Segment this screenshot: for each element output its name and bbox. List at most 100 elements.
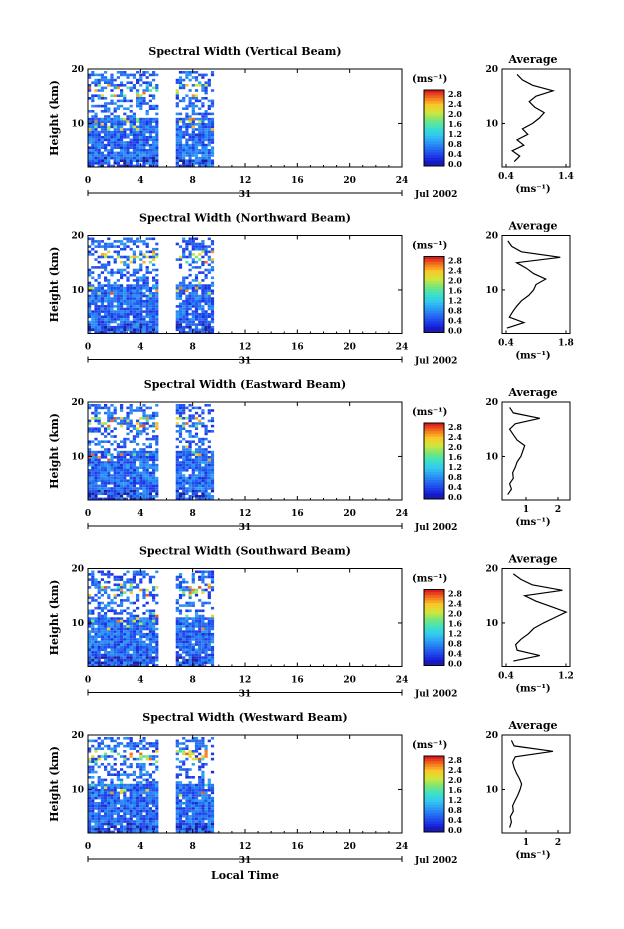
heatmap-cell xyxy=(104,830,108,834)
heatmap-cell xyxy=(136,776,140,779)
heatmap-cell xyxy=(110,463,114,467)
heatmap-cell xyxy=(175,159,179,162)
heatmap-cell xyxy=(210,307,215,311)
heatmap-cell xyxy=(88,807,92,810)
heatmap-cell xyxy=(107,619,111,623)
heatmap-cell xyxy=(116,450,120,454)
heatmap-cell xyxy=(194,99,199,103)
heatmap-cell xyxy=(201,492,205,495)
x-tick-label: 24 xyxy=(396,343,409,353)
heatmap-cell xyxy=(155,614,159,618)
heatmap-cell xyxy=(152,802,156,805)
heatmap-cell xyxy=(145,112,149,116)
heatmap-cell xyxy=(123,799,127,802)
heatmap-cell xyxy=(191,453,195,456)
heatmap-cell xyxy=(185,497,189,501)
heatmap-cell xyxy=(198,651,202,654)
heatmap-cell xyxy=(145,312,149,316)
heatmap-cell xyxy=(198,469,202,472)
heatmap-cell xyxy=(152,825,156,828)
heatmap-cell xyxy=(132,136,136,139)
heatmap-cell xyxy=(185,331,189,334)
heatmap-cell xyxy=(126,276,130,280)
heatmap-cell xyxy=(104,427,108,430)
heatmap-cell xyxy=(100,822,104,826)
heatmap-cell xyxy=(100,635,104,639)
heatmap-cell xyxy=(182,84,186,87)
heatmap-cell xyxy=(194,318,199,321)
heatmap-cell xyxy=(120,276,124,280)
heatmap-cell xyxy=(129,471,133,475)
heatmap-cell xyxy=(155,781,159,784)
heatmap-cell xyxy=(116,445,120,449)
heatmap-cell xyxy=(155,632,159,636)
heatmap-cell xyxy=(201,601,205,605)
heatmap-cell xyxy=(116,318,120,321)
heatmap-cell xyxy=(139,146,143,149)
heatmap-cell xyxy=(126,310,130,313)
heatmap-cell xyxy=(155,328,159,332)
heatmap-cell xyxy=(126,286,130,290)
heatmap-cell xyxy=(113,648,117,652)
heatmap-cell xyxy=(152,656,156,659)
heatmap-cell xyxy=(126,757,130,761)
heatmap-cell xyxy=(175,828,179,831)
heatmap-cell xyxy=(142,458,146,462)
heatmap-cell xyxy=(148,159,152,162)
heatmap-cell xyxy=(107,747,111,750)
heatmap-cell xyxy=(110,315,114,319)
colorbar-segment xyxy=(424,310,444,314)
heatmap-cell xyxy=(88,289,92,293)
heatmap-cell xyxy=(185,588,189,592)
heatmap-cell xyxy=(132,151,136,155)
heatmap-cell xyxy=(132,622,136,626)
heatmap-cell xyxy=(129,440,133,443)
colorbar-segment xyxy=(424,283,444,287)
heatmap-cell xyxy=(204,661,208,665)
heatmap-cell xyxy=(104,815,108,818)
heatmap-cell xyxy=(110,289,114,293)
heatmap-cell xyxy=(116,315,120,319)
colorbar-segment xyxy=(424,324,444,328)
heatmap-cell xyxy=(113,799,117,802)
heatmap-cell xyxy=(94,640,98,644)
heatmap-cell xyxy=(91,242,95,246)
heatmap-cell xyxy=(91,417,95,420)
heatmap-cell xyxy=(116,770,120,774)
heatmap-cell xyxy=(142,81,146,84)
heatmap-cell xyxy=(145,497,149,501)
heatmap-cell xyxy=(129,156,133,160)
heatmap-cell xyxy=(148,822,152,826)
heatmap-cell xyxy=(182,815,186,818)
x-tick-label: 12 xyxy=(239,343,252,353)
heatmap-cell xyxy=(129,783,133,787)
heatmap-cell xyxy=(198,440,202,443)
heatmap-cell xyxy=(198,141,202,144)
colorbar-tick-label: 0.0 xyxy=(448,326,462,336)
heatmap-cell xyxy=(201,84,205,87)
heatmap-cell xyxy=(100,310,104,313)
heatmap-cell xyxy=(120,763,124,766)
heatmap-cell xyxy=(210,640,215,644)
heatmap-cell xyxy=(210,817,215,821)
x-tick-label: 12 xyxy=(239,176,252,186)
heatmap-cell xyxy=(191,323,195,326)
heatmap-cell xyxy=(88,625,92,628)
heatmap-cell xyxy=(175,586,179,589)
heatmap-cell xyxy=(136,151,140,155)
heatmap-cell xyxy=(198,768,202,771)
heatmap-cell xyxy=(120,120,124,123)
heatmap-cell xyxy=(100,104,104,108)
heatmap-cell xyxy=(97,783,101,787)
heatmap-cell xyxy=(139,484,143,488)
heatmap-cell xyxy=(210,258,215,261)
heatmap-cell xyxy=(207,458,211,462)
heatmap-cell xyxy=(113,575,117,579)
heatmap-cell xyxy=(97,822,101,826)
heatmap-cell xyxy=(210,799,215,802)
heatmap-cell xyxy=(104,664,108,667)
heatmap-cell xyxy=(185,489,189,493)
heatmap-cell xyxy=(113,466,117,469)
heatmap-cell xyxy=(194,747,199,750)
heatmap-cell xyxy=(194,424,199,428)
